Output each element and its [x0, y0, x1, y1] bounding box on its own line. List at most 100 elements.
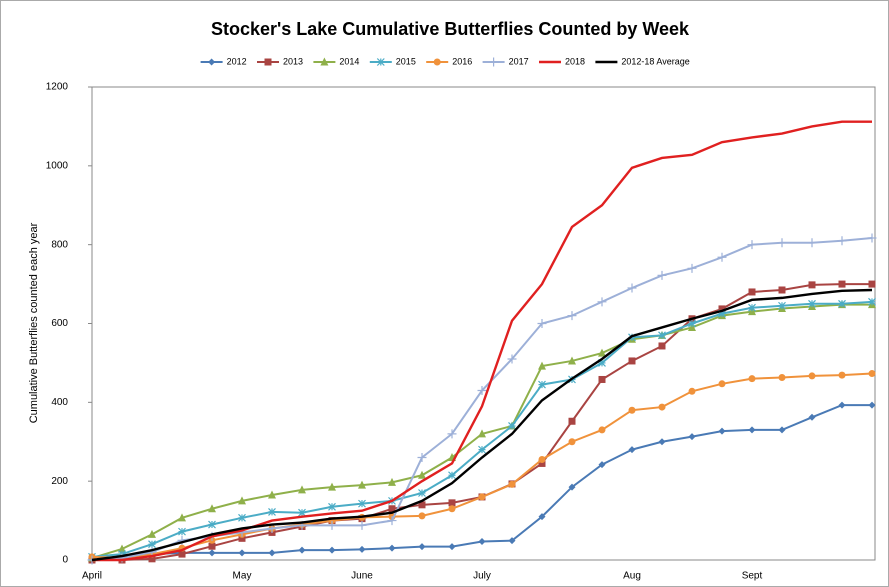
legend-item: 2016 [426, 56, 472, 66]
marker [568, 356, 576, 365]
marker [328, 482, 336, 491]
marker [178, 550, 186, 558]
marker [478, 445, 486, 454]
marker [688, 433, 696, 441]
marker [178, 527, 186, 536]
marker [778, 374, 786, 382]
marker [747, 240, 757, 250]
marker [568, 483, 576, 491]
legend-item: 2012 [200, 56, 247, 66]
marker [208, 58, 216, 66]
marker [433, 58, 441, 66]
marker [298, 508, 306, 517]
marker [507, 354, 517, 364]
marker [868, 280, 876, 288]
marker [418, 470, 426, 479]
marker [718, 309, 726, 318]
marker [208, 520, 216, 529]
marker [838, 280, 846, 288]
x-tick-label: Sept [742, 571, 763, 582]
marker [568, 417, 576, 425]
legend-label: 2013 [283, 56, 303, 66]
marker [238, 534, 246, 542]
marker [148, 540, 156, 549]
legend-label: 2018 [565, 56, 585, 66]
marker [598, 358, 606, 367]
marker [418, 489, 426, 497]
marker [538, 361, 546, 370]
y-tick-label: 800 [51, 239, 68, 250]
marker [478, 493, 486, 501]
marker [418, 501, 426, 509]
marker [298, 485, 306, 494]
legend-label: 2016 [452, 56, 472, 66]
y-tick-label: 0 [62, 555, 68, 566]
x-tick-label: July [473, 571, 491, 582]
marker [748, 375, 756, 383]
marker [327, 520, 337, 530]
legend-item: 2015 [369, 56, 416, 66]
marker [320, 57, 329, 66]
marker [489, 57, 499, 67]
series [91, 288, 873, 562]
marker [448, 499, 456, 507]
marker [388, 477, 396, 486]
marker [598, 426, 606, 434]
marker [538, 459, 546, 467]
marker [448, 505, 456, 513]
marker [598, 348, 606, 357]
marker [478, 429, 486, 438]
marker [148, 529, 156, 538]
marker [268, 490, 276, 499]
legend-label: 2017 [509, 56, 529, 66]
marker [388, 505, 396, 513]
marker [477, 386, 487, 396]
marker [657, 270, 667, 280]
marker [687, 263, 697, 273]
legend-item: 2018 [539, 56, 585, 66]
marker [118, 544, 126, 553]
marker [358, 545, 366, 553]
series-line [92, 120, 872, 562]
legend-item: 2012-18 Average [595, 56, 690, 66]
marker [748, 288, 756, 296]
marker [688, 387, 696, 395]
legend-item: 2014 [313, 56, 359, 66]
legend-label: 2014 [339, 56, 359, 66]
marker [688, 319, 696, 328]
marker [328, 546, 336, 554]
marker [567, 311, 577, 321]
y-tick-label: 200 [51, 476, 68, 487]
marker [358, 480, 366, 489]
marker [537, 319, 547, 328]
marker [538, 513, 546, 521]
marker [388, 544, 396, 552]
y-tick-label: 1200 [46, 82, 69, 93]
y-tick-label: 600 [51, 318, 68, 329]
marker [868, 370, 876, 378]
marker [748, 303, 756, 312]
marker [778, 426, 786, 434]
y-tick-label: 400 [51, 397, 68, 408]
marker [748, 426, 756, 434]
marker [208, 549, 216, 557]
marker [838, 299, 846, 308]
marker [808, 372, 816, 380]
marker [778, 301, 786, 310]
marker [208, 542, 216, 550]
marker [447, 429, 457, 439]
marker [777, 238, 787, 248]
marker [807, 238, 817, 248]
marker [538, 380, 546, 389]
marker [387, 516, 397, 526]
marker [268, 549, 276, 557]
marker [628, 357, 636, 365]
marker [658, 403, 666, 411]
marker [448, 543, 456, 551]
marker [838, 401, 846, 409]
marker [778, 286, 786, 294]
marker [808, 281, 816, 289]
marker [538, 455, 546, 463]
series-line [91, 288, 873, 562]
